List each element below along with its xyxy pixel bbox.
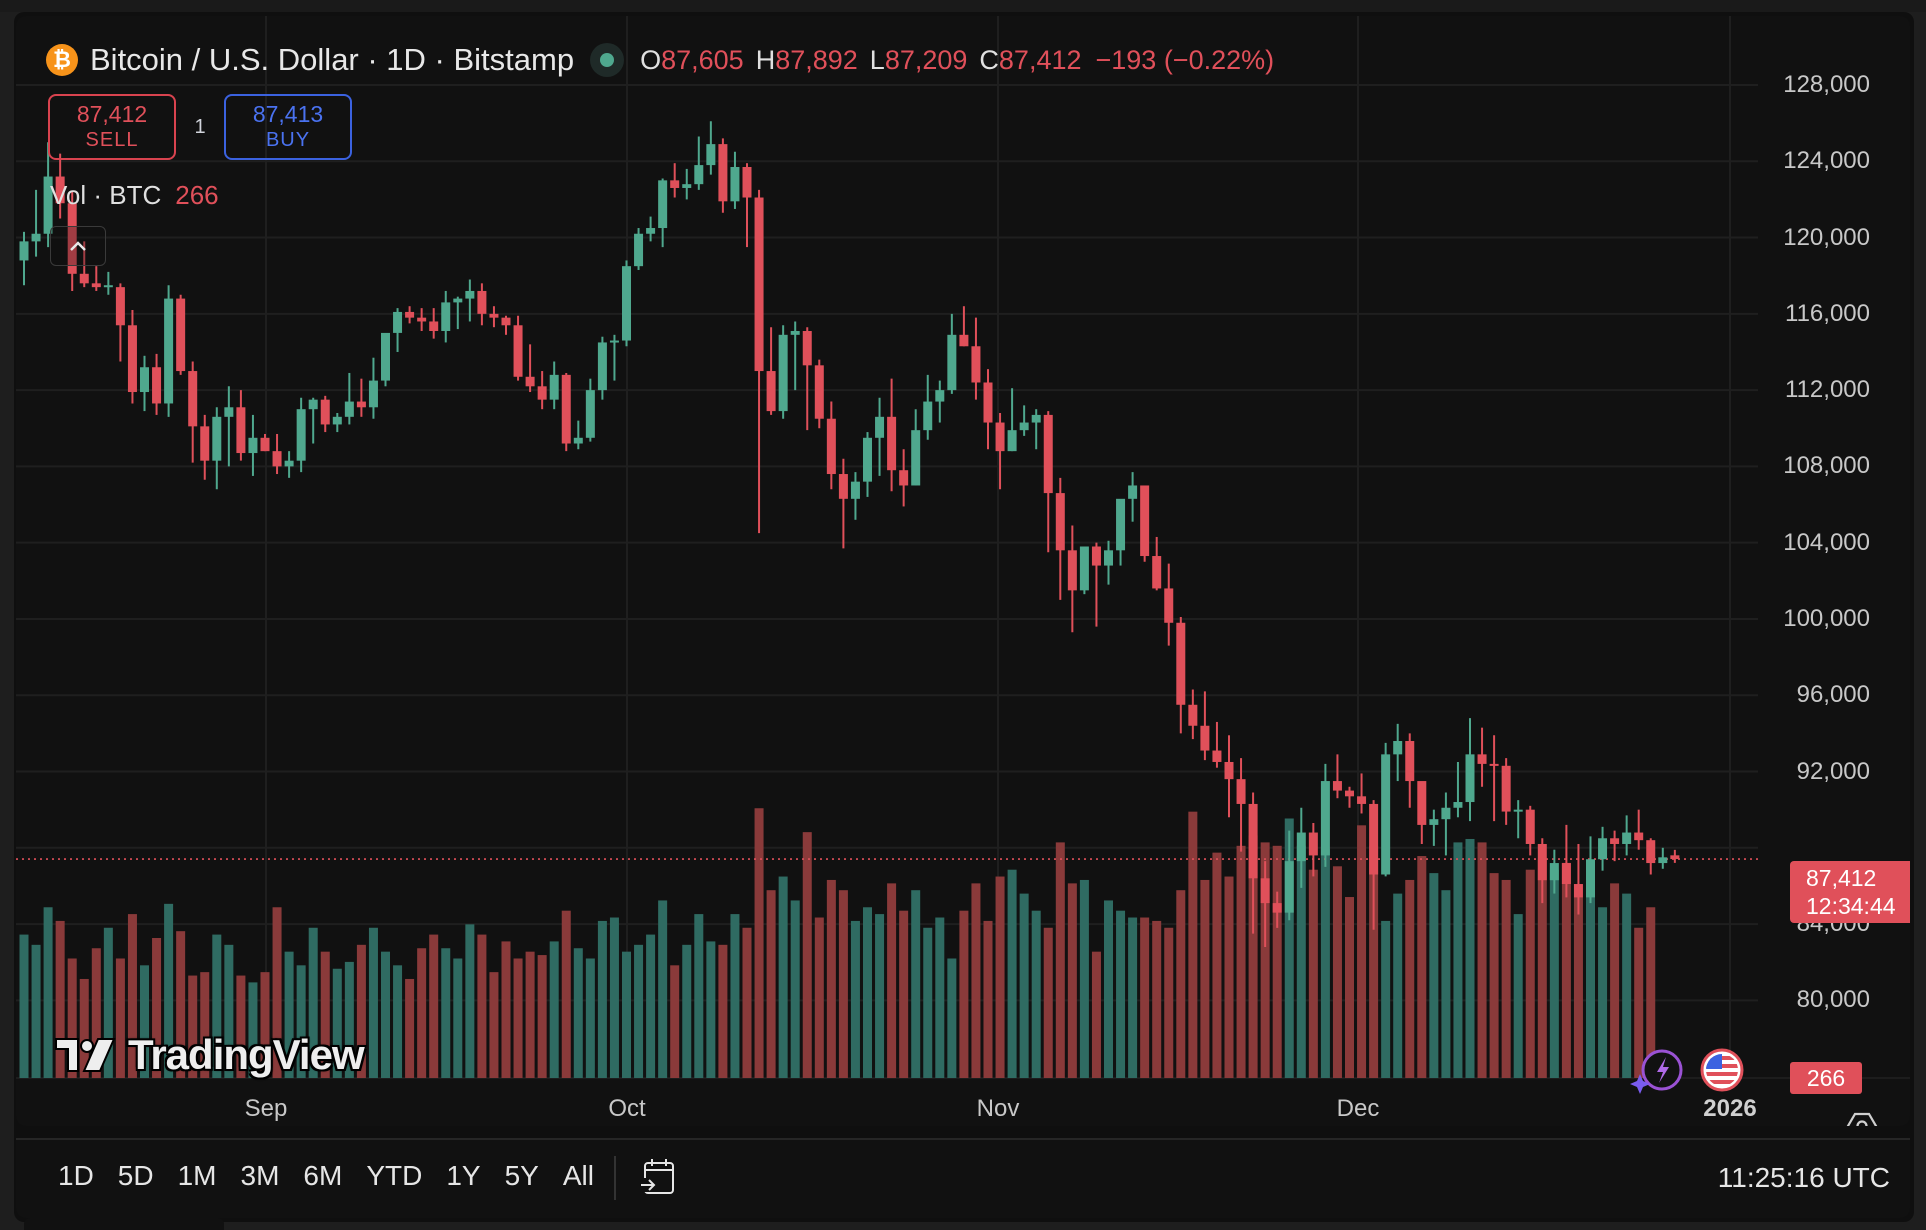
price-axis-label: 124,000 [1783, 147, 1870, 175]
collapse-legend-button[interactable] [50, 226, 106, 266]
buy-label: BUY [265, 129, 311, 151]
price-axis-label: 96,000 [1796, 681, 1870, 709]
spread-value: 1 [194, 115, 206, 138]
range-button-all[interactable]: All [562, 1160, 594, 1191]
range-button-1y[interactable]: 1Y [446, 1160, 481, 1191]
ai-lightning-icon[interactable] [1630, 1048, 1686, 1094]
ohlc-values: O87,605 H87,892 L87,209 C87,412 −193 (−0… [640, 45, 1274, 76]
low-value: 87,209 [884, 44, 968, 75]
last-price-tag: 87,412 12:34:44 [1790, 861, 1910, 923]
close-value: 87,412 [998, 44, 1082, 75]
sell-price: 87,412 [76, 101, 148, 127]
settings-icon[interactable] [1846, 1110, 1878, 1126]
open-label: O [640, 44, 662, 75]
volume-legend-label: Vol · BTC [50, 180, 162, 210]
market-open-status-icon [590, 43, 625, 77]
range-button-ytd[interactable]: YTD [366, 1160, 423, 1191]
buy-price: 87,413 [252, 101, 324, 127]
symbol-legend: ₿ Bitcoin / U.S. Dollar · 1D · Bitstamp … [46, 42, 1274, 78]
candlestick-plot[interactable] [16, 16, 1910, 1126]
bitcoin-icon: ₿ [46, 44, 78, 76]
tradingview-wordmark: TradingView [128, 1031, 365, 1078]
symbol-title[interactable]: Bitcoin / U.S. Dollar · 1D · Bitstamp [90, 42, 575, 77]
price-axis-label: 120,000 [1783, 223, 1870, 251]
high-label: H [755, 44, 776, 75]
toolbar-divider [614, 1156, 616, 1200]
volume-tag: 266 [1790, 1062, 1862, 1094]
price-axis-label: 80,000 [1796, 986, 1870, 1014]
go-to-date-icon[interactable] [638, 1156, 678, 1198]
range-button-1d[interactable]: 1D [58, 1160, 94, 1191]
bottom-tab-strip [24, 1218, 224, 1230]
us-flag-icon[interactable] [1700, 1048, 1744, 1092]
sell-label: SELL [85, 129, 139, 151]
price-change: −193 (−0.22%) [1095, 44, 1275, 75]
last-price-value: 87,412 [1806, 865, 1877, 891]
time-axis-label: Sep [244, 1095, 288, 1122]
range-button-6m[interactable]: 6M [303, 1160, 343, 1191]
bottom-toolbar: 1D 5D 1M 3M 6M YTD 1Y 5Y All 11:25:16 UTC [16, 1138, 1910, 1218]
price-axis-label: 112,000 [1785, 376, 1870, 404]
range-button-5d[interactable]: 5D [117, 1160, 154, 1191]
high-value: 87,892 [775, 44, 858, 75]
close-label: C [979, 44, 999, 75]
open-value: 87,605 [661, 44, 744, 75]
price-axis-label: 128,000 [1783, 71, 1870, 98]
price-axis-label: 104,000 [1783, 528, 1870, 556]
volume-legend-value: 266 [175, 180, 219, 210]
price-axis-label: 100,000 [1783, 604, 1870, 632]
range-button-1m[interactable]: 1M [177, 1160, 217, 1191]
price-axis-label: 108,000 [1783, 452, 1870, 480]
range-buttons: 1D 5D 1M 3M 6M YTD 1Y 5Y All [46, 1160, 606, 1192]
time-axis-label: 2026 [1703, 1095, 1757, 1122]
time-axis-label: Nov [976, 1095, 1020, 1122]
sell-button[interactable]: 87,412 SELL [48, 94, 176, 160]
utc-clock[interactable]: 11:25:16 UTC [1717, 1162, 1890, 1193]
range-button-5y[interactable]: 5Y [504, 1160, 539, 1191]
chart-pane[interactable]: ₿ Bitcoin / U.S. Dollar · 1D · Bitstamp … [16, 16, 1910, 1126]
tradingview-logo[interactable]: TradingView [54, 1031, 365, 1079]
price-axis-label: 116,000 [1785, 299, 1870, 327]
low-label: L [869, 44, 885, 75]
trade-panel: 87,412 SELL 1 87,413 BUY [48, 94, 352, 160]
chevron-up-icon [70, 241, 86, 251]
time-axis-label: Dec [1336, 1095, 1380, 1122]
window-top-edge [0, 0, 1926, 12]
time-axis-label: Oct [608, 1095, 646, 1122]
tradingview-mark-icon [55, 1038, 116, 1072]
range-button-3m[interactable]: 3M [240, 1160, 280, 1191]
price-axis-label: 92,000 [1796, 757, 1870, 785]
buy-button[interactable]: 87,413 BUY [224, 94, 352, 160]
bar-countdown: 12:34:44 [1806, 893, 1896, 919]
volume-legend[interactable]: Vol · BTC 266 [50, 180, 219, 211]
